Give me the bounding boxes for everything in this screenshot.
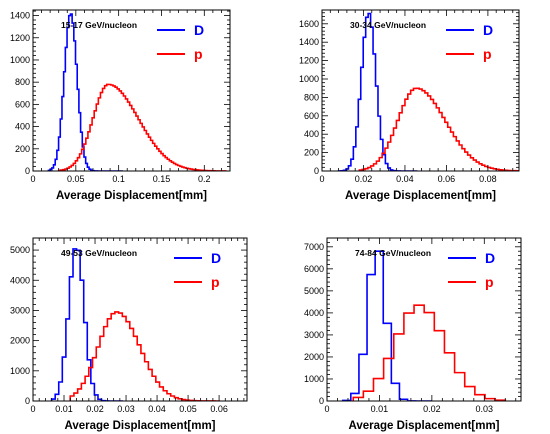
y-tick-label: 5000 xyxy=(10,245,30,255)
y-tick-label: 400 xyxy=(304,129,319,139)
histogram-panel-2: 0 0.02 0.04 0.06 0.08 0 200 400 600 800 1000 1200 14… xyxy=(299,9,520,202)
panel-title: 15-17 GeV/nucleon xyxy=(61,20,137,30)
x-tick-label: 0.05 xyxy=(67,174,85,184)
legend-label-D: D xyxy=(483,22,493,38)
y-tick-label: 3000 xyxy=(10,305,30,315)
y-tick-label: 200 xyxy=(15,144,30,154)
y-tick-label: 1200 xyxy=(10,33,30,43)
x-axis-title: Average Displacement[mm] xyxy=(56,190,207,202)
x-tick-label: 0.02 xyxy=(355,174,373,184)
y-tick-label: 7000 xyxy=(304,242,324,252)
histogram-series-D xyxy=(47,13,123,171)
histogram-series-D xyxy=(341,250,432,401)
x-tick-label: 0.05 xyxy=(179,404,197,414)
histogram-series-p xyxy=(358,87,519,171)
y-tick-label: 1000 xyxy=(304,374,324,384)
y-tick-label: 800 xyxy=(304,92,319,102)
x-tick-label: 0.06 xyxy=(438,174,456,184)
x-tick-label: 0.04 xyxy=(396,174,414,184)
x-tick-label: 0 xyxy=(30,404,35,414)
y-tick-label: 6000 xyxy=(304,264,324,274)
histogram-panel-1: 0 0.05 0.1 0.15 0.2 0 200 400 600 800 1000 1200 1400… xyxy=(10,9,231,202)
legend-label-p: p xyxy=(211,274,220,290)
histogram-panel-4: 0 0.01 0.02 0.03 0 1000 2000 3000 4000 5000 6000 70… xyxy=(304,237,522,432)
x-tick-label: 0.15 xyxy=(153,174,171,184)
y-tick-label: 600 xyxy=(304,111,319,121)
y-tick-label: 1400 xyxy=(10,11,30,21)
x-tick-label: 0.03 xyxy=(117,404,135,414)
legend-label-D: D xyxy=(485,250,495,266)
legend-label-D: D xyxy=(211,250,221,266)
y-tick-label: 1200 xyxy=(299,56,319,66)
y-tick-label: 800 xyxy=(15,77,30,87)
y-tick-label: 5000 xyxy=(304,286,324,296)
y-tick-label: 3000 xyxy=(304,330,324,340)
histogram-series-p xyxy=(69,311,220,401)
panel-title: 49-53 GeV/nucleon xyxy=(61,248,137,258)
histogram-panel-3: 0 0.01 0.02 0.03 0.04 0.05 0.06 0 1000 2000 3000 40… xyxy=(10,237,248,432)
x-tick-label: 0.02 xyxy=(423,404,441,414)
y-tick-label: 1600 xyxy=(299,19,319,29)
legend-label-p: p xyxy=(483,46,492,62)
plot-frame xyxy=(326,237,522,402)
histogram-series-p xyxy=(57,83,227,171)
y-tick-label: 1000 xyxy=(299,74,319,84)
histogram-series-p xyxy=(352,304,507,401)
plot-frame xyxy=(32,9,231,172)
x-tick-label: 0 xyxy=(30,174,35,184)
y-tick-label: 0 xyxy=(319,396,324,406)
y-tick-label: 600 xyxy=(15,99,30,109)
panel-title: 74-84 GeV/nucleon xyxy=(355,248,431,258)
x-tick-label: 0.04 xyxy=(148,404,166,414)
histogram-series-D xyxy=(337,12,418,171)
x-tick-label: 0.08 xyxy=(479,174,497,184)
plot-frame xyxy=(321,9,520,172)
legend-label-p: p xyxy=(485,274,494,290)
x-tick-label: 0.06 xyxy=(210,404,228,414)
y-tick-label: 2000 xyxy=(304,352,324,362)
x-tick-label: 0.01 xyxy=(371,404,389,414)
x-tick-label: 0.1 xyxy=(112,174,125,184)
y-tick-label: 400 xyxy=(15,122,30,132)
legend-label-p: p xyxy=(194,46,203,62)
legend-label-D: D xyxy=(194,22,204,38)
y-tick-label: 4000 xyxy=(304,308,324,318)
y-tick-label: 1000 xyxy=(10,55,30,65)
y-tick-label: 0 xyxy=(314,166,319,176)
x-axis-title: Average Displacement[mm] xyxy=(64,420,215,432)
plot-frame xyxy=(32,237,248,402)
x-tick-label: 0.02 xyxy=(86,404,104,414)
x-axis-title: Average Displacement[mm] xyxy=(345,190,496,202)
y-tick-label: 1400 xyxy=(299,37,319,47)
panel-title: 30-34 GeV/nucleon xyxy=(350,20,426,30)
x-tick-label: 0.2 xyxy=(198,174,211,184)
y-tick-label: 0 xyxy=(25,166,30,176)
y-tick-label: 2000 xyxy=(10,336,30,346)
y-tick-label: 4000 xyxy=(10,275,30,285)
x-tick-label: 0.03 xyxy=(476,404,494,414)
x-axis-title: Average Displacement[mm] xyxy=(348,420,499,432)
x-tick-label: 0 xyxy=(324,404,329,414)
x-tick-label: 0.01 xyxy=(55,404,73,414)
y-tick-label: 1000 xyxy=(10,366,30,376)
histogram-series-D xyxy=(50,248,123,401)
y-tick-label: 0 xyxy=(25,396,30,406)
x-tick-label: 0 xyxy=(319,174,324,184)
y-tick-label: 200 xyxy=(304,148,319,158)
